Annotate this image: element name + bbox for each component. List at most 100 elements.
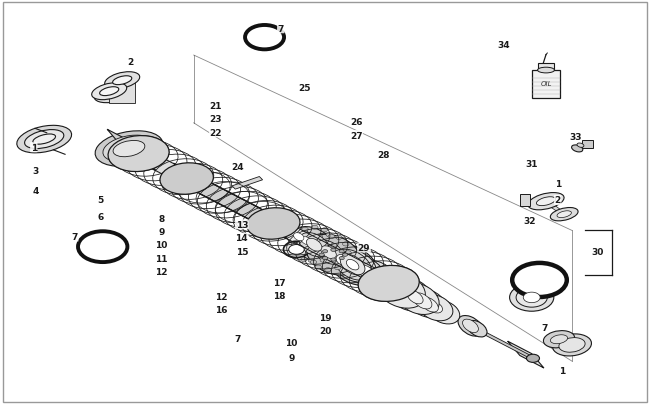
- Circle shape: [526, 354, 539, 362]
- Ellipse shape: [346, 260, 359, 270]
- Ellipse shape: [382, 275, 415, 302]
- Text: 31: 31: [525, 160, 538, 168]
- Circle shape: [335, 236, 342, 240]
- Ellipse shape: [419, 298, 434, 309]
- Ellipse shape: [325, 246, 363, 275]
- Polygon shape: [311, 237, 346, 268]
- Ellipse shape: [551, 208, 578, 221]
- Ellipse shape: [327, 244, 378, 286]
- Ellipse shape: [289, 245, 304, 255]
- Text: 4: 4: [32, 187, 39, 196]
- Text: 30: 30: [592, 247, 604, 256]
- Ellipse shape: [346, 257, 384, 286]
- Circle shape: [319, 254, 324, 257]
- Ellipse shape: [510, 284, 554, 311]
- Ellipse shape: [407, 291, 423, 304]
- Circle shape: [316, 235, 322, 239]
- Circle shape: [309, 241, 315, 245]
- Ellipse shape: [333, 249, 376, 283]
- Text: 17: 17: [273, 278, 286, 287]
- Circle shape: [331, 258, 336, 262]
- Ellipse shape: [557, 211, 571, 218]
- Ellipse shape: [306, 234, 351, 271]
- Circle shape: [512, 263, 567, 297]
- Ellipse shape: [437, 307, 451, 318]
- Ellipse shape: [516, 288, 547, 307]
- Text: 29: 29: [358, 243, 370, 252]
- Polygon shape: [109, 81, 135, 103]
- Circle shape: [339, 250, 344, 253]
- Ellipse shape: [367, 268, 405, 297]
- Text: 20: 20: [318, 326, 332, 335]
- Ellipse shape: [294, 233, 304, 241]
- Ellipse shape: [551, 335, 567, 344]
- Ellipse shape: [538, 68, 554, 74]
- Ellipse shape: [94, 85, 133, 103]
- Ellipse shape: [33, 134, 55, 145]
- Circle shape: [322, 257, 328, 260]
- Polygon shape: [232, 177, 263, 190]
- Ellipse shape: [309, 241, 319, 249]
- Bar: [538, 64, 554, 71]
- Ellipse shape: [336, 255, 352, 266]
- Text: 28: 28: [377, 150, 390, 159]
- Ellipse shape: [306, 235, 361, 275]
- Circle shape: [343, 242, 349, 246]
- Text: 7: 7: [278, 25, 284, 34]
- Bar: [532, 71, 560, 99]
- Ellipse shape: [523, 292, 540, 303]
- Ellipse shape: [411, 294, 425, 304]
- Circle shape: [245, 26, 284, 50]
- Circle shape: [342, 260, 348, 264]
- Bar: [520, 194, 530, 207]
- Ellipse shape: [346, 260, 363, 272]
- Text: 15: 15: [235, 247, 248, 256]
- Ellipse shape: [17, 126, 72, 153]
- Text: 5: 5: [98, 196, 104, 205]
- Text: OIL: OIL: [540, 81, 552, 87]
- Circle shape: [291, 243, 298, 247]
- Circle shape: [339, 257, 344, 260]
- Ellipse shape: [393, 285, 408, 295]
- Ellipse shape: [246, 208, 300, 240]
- Text: 3: 3: [32, 166, 39, 175]
- Text: 21: 21: [209, 102, 222, 111]
- Ellipse shape: [404, 287, 441, 315]
- Ellipse shape: [112, 77, 132, 85]
- Ellipse shape: [463, 319, 478, 333]
- Ellipse shape: [25, 130, 64, 149]
- Text: 25: 25: [298, 84, 311, 93]
- Ellipse shape: [321, 246, 336, 259]
- Text: 7: 7: [72, 232, 78, 241]
- Ellipse shape: [299, 233, 329, 257]
- Text: 1: 1: [559, 366, 566, 375]
- Circle shape: [302, 228, 308, 232]
- Circle shape: [343, 254, 348, 257]
- Polygon shape: [266, 219, 536, 361]
- Text: 7: 7: [234, 334, 240, 343]
- Circle shape: [300, 258, 307, 262]
- Ellipse shape: [160, 163, 213, 195]
- Ellipse shape: [402, 289, 417, 300]
- Circle shape: [321, 228, 328, 232]
- Bar: [582, 141, 593, 148]
- Text: 2: 2: [127, 58, 133, 67]
- Ellipse shape: [105, 72, 140, 90]
- Ellipse shape: [341, 255, 365, 275]
- Circle shape: [315, 265, 322, 269]
- Ellipse shape: [559, 338, 585, 352]
- Ellipse shape: [376, 271, 425, 308]
- Ellipse shape: [368, 271, 384, 283]
- Ellipse shape: [413, 293, 432, 309]
- Ellipse shape: [543, 331, 575, 348]
- Circle shape: [310, 260, 317, 264]
- Circle shape: [335, 266, 341, 270]
- Polygon shape: [296, 230, 332, 260]
- Circle shape: [308, 259, 315, 263]
- Polygon shape: [124, 137, 404, 301]
- Text: 8: 8: [158, 214, 164, 223]
- Circle shape: [328, 235, 335, 239]
- Ellipse shape: [389, 281, 408, 296]
- Polygon shape: [541, 195, 569, 220]
- Text: 33: 33: [569, 132, 582, 141]
